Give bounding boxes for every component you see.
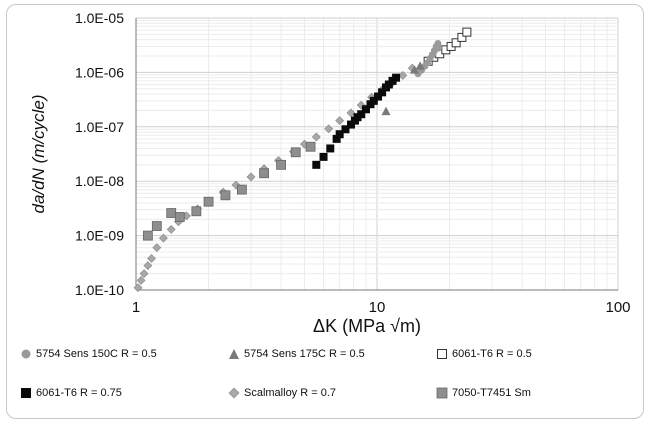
x-tick-label: 100	[605, 299, 630, 316]
filled-square-marker-icon	[20, 387, 32, 399]
data-point	[457, 32, 467, 42]
data-point	[136, 275, 146, 285]
data-point	[191, 206, 202, 217]
data-point	[381, 106, 391, 116]
x-tick-label: 10	[369, 299, 386, 316]
data-point	[335, 130, 344, 139]
legend-item-5754-150c: 5754 Sens 150C R = 0.5	[20, 347, 157, 361]
y-tick-label: 1.0E-07	[75, 119, 124, 135]
data-point	[139, 269, 149, 279]
legend-label: Scalmalloy R = 0.7	[244, 387, 337, 399]
data-point	[357, 110, 366, 119]
data-point	[259, 168, 269, 179]
data-point	[369, 96, 378, 105]
triangle-marker-icon	[228, 348, 240, 360]
legend-item-5754-175c: 5754 Sens 175C R = 0.5	[228, 347, 365, 361]
data-point	[174, 212, 185, 222]
data-point	[341, 125, 350, 134]
data-point	[324, 124, 334, 134]
data-point	[409, 65, 419, 74]
legend-label: 6061-T6 R = 0.5	[452, 348, 532, 360]
y-tick-label: 1.0E-05	[75, 10, 124, 26]
legend-label: 5754 Sens 175C R = 0.5	[244, 348, 365, 360]
data-point	[305, 141, 316, 152]
legend-item-scalmalloy: Scalmalloy R = 0.7	[228, 386, 336, 400]
data-point	[378, 88, 387, 97]
data-point	[312, 160, 321, 169]
data-point	[151, 221, 162, 231]
circle-marker-icon	[20, 348, 32, 360]
legend-item-6061-r05: 6061-T6 R = 0.5	[436, 347, 532, 361]
data-point	[143, 261, 153, 271]
open-square-marker-icon	[436, 348, 448, 360]
data-point	[246, 172, 256, 182]
y-tick-label: 1.0E-08	[75, 173, 124, 189]
legend-label: 7050-T7451 Sm	[452, 387, 531, 399]
data-point	[332, 134, 341, 143]
data-point	[361, 105, 370, 114]
y-axis-label: da/dN (m/cycle)	[29, 94, 48, 213]
legend-label: 5754 Sens 150C R = 0.5	[36, 348, 157, 360]
data-point	[415, 61, 425, 70]
gray-square-marker-icon	[436, 387, 448, 399]
y-tick-label: 1.0E-10	[75, 282, 124, 298]
data-point	[147, 254, 156, 263]
data-point	[319, 152, 328, 161]
data-point	[142, 230, 153, 241]
diamond-marker-icon	[228, 387, 240, 399]
y-tick-label: 1.0E-09	[75, 228, 124, 244]
data-point	[398, 70, 408, 80]
legend-label: 6061-T6 R = 0.75	[36, 387, 122, 399]
data-point	[166, 208, 177, 218]
fatigue-crack-growth-chart: 1 10 100 1.0E-10 1.0E-09 1.0E-08 1.0E-07 1.0E-0…	[29, 10, 631, 336]
data-point	[451, 38, 461, 48]
data-point	[203, 196, 214, 207]
data-point	[276, 159, 286, 170]
data-point	[236, 184, 247, 195]
data-point	[335, 116, 345, 126]
legend-item-7050: 7050-T7451 Sm	[436, 386, 531, 400]
legend-item-6061-r075: 6061-T6 R = 0.75	[20, 386, 122, 400]
y-tick-label: 1.0E-06	[75, 64, 124, 80]
data-point	[133, 283, 143, 293]
data-point	[435, 44, 443, 52]
data-point	[374, 92, 383, 101]
data-point	[326, 144, 335, 153]
data-point	[290, 147, 301, 158]
data-point	[159, 233, 168, 243]
data-point	[220, 190, 231, 201]
data-point	[152, 243, 162, 253]
data-point	[166, 224, 176, 234]
data-point	[311, 132, 321, 142]
x-tick-label: 1	[132, 299, 140, 316]
chart-frame	[6, 4, 644, 419]
data-point	[392, 73, 401, 82]
data-point	[462, 27, 472, 37]
x-axis-label: ΔK (MPa √m)	[313, 316, 421, 336]
